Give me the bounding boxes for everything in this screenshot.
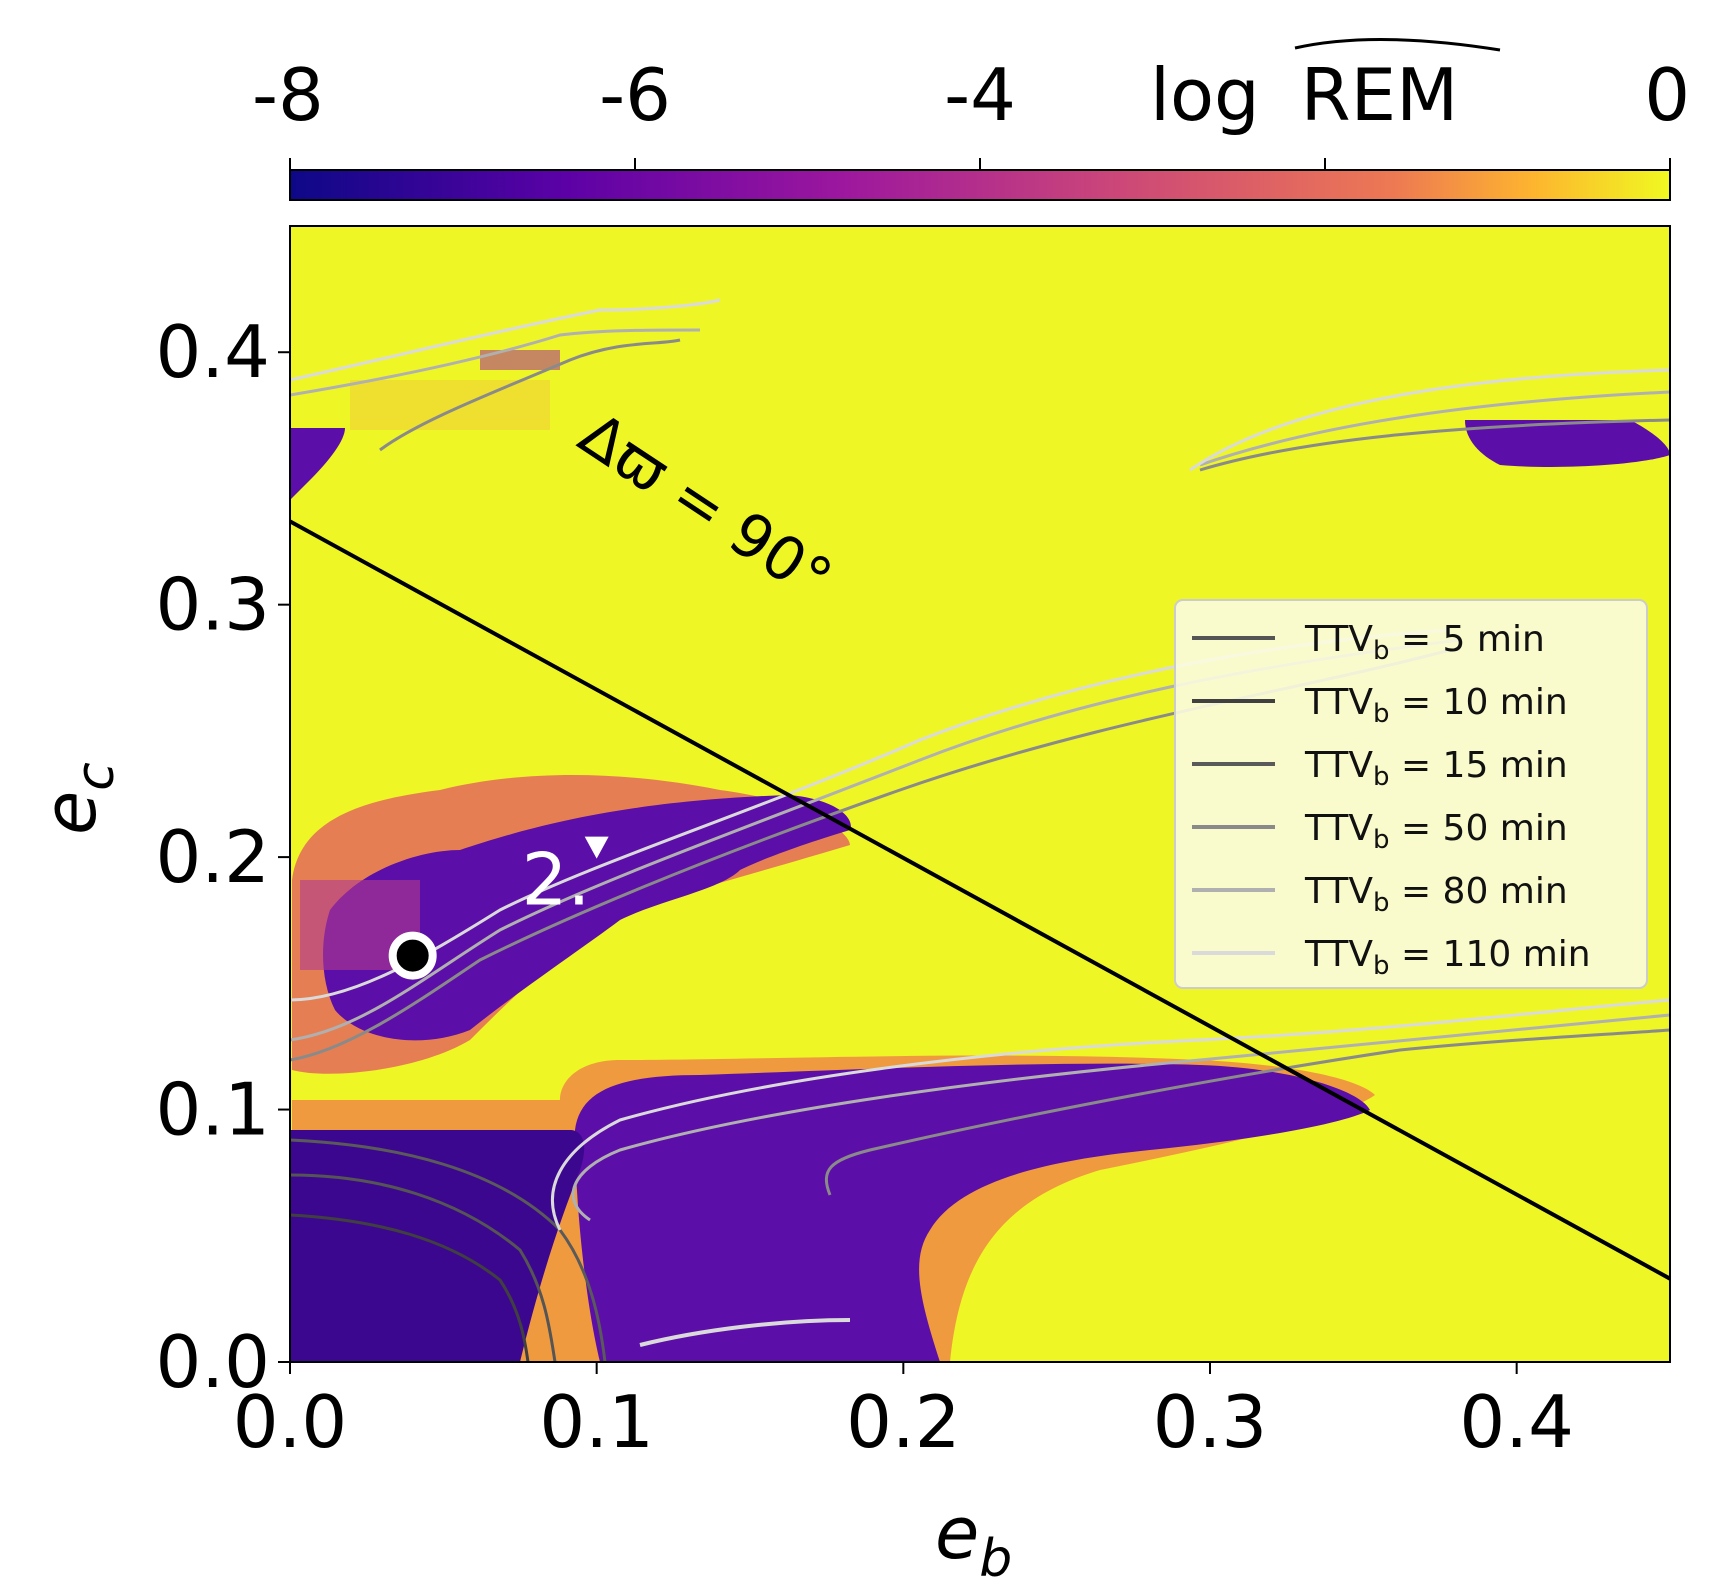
region-top-right (1465, 420, 1670, 467)
delta-varpi-line (290, 519, 1670, 1281)
y-axis-ticks: 0.0 0.1 0.2 0.3 0.4 (155, 310, 290, 1404)
marker-circle (388, 931, 437, 980)
contour-80min-c (290, 328, 701, 397)
contour-110min-c (290, 298, 721, 382)
y-axis-label-main: e (28, 791, 112, 835)
colorbar-tick-label: -4 (944, 53, 1016, 137)
markers: 2. (388, 836, 609, 980)
x-tick-label: 0.1 (539, 1380, 654, 1464)
contour-110min-e (639, 1318, 851, 1347)
marker-triangle (584, 836, 609, 859)
x-axis-label-sub: b (979, 1529, 1012, 1589)
legend: TTVb = 5 min TTVb = 10 min TTVb = 15 min TT… (1174, 599, 1648, 989)
legend-entry-label: TTVb = 110 min (1304, 934, 1591, 981)
contour-15min (290, 1138, 607, 1362)
x-axis-label: eb (935, 1491, 1012, 1589)
y-axis-label: ec (28, 762, 126, 835)
legend-entries: TTVb = 5 min TTVb = 10 min TTVb = 15 min TT… (1192, 619, 1591, 981)
legend-entry-label: TTVb = 50 min (1304, 808, 1568, 855)
plot-frame (289, 225, 1671, 1363)
x-tick-label: 0.2 (846, 1380, 961, 1464)
x-axis-ticks: 0.0 0.1 0.2 0.3 0.4 (233, 1362, 1574, 1464)
contour-50min-c (379, 338, 681, 452)
contour-50min-d (1199, 418, 1670, 472)
region-low-e (290, 1130, 585, 1362)
x-tick-label: 0.4 (1459, 1380, 1574, 1464)
marker-label: 2. (522, 838, 591, 922)
y-tick-label: 0.3 (155, 563, 270, 647)
legend-entry-label: TTVb = 15 min (1304, 745, 1568, 792)
speckle-dots (300, 350, 560, 970)
colorbar-gradient (289, 169, 1671, 201)
colorbar: -8 -6 -4 0 log REM (252, 37, 1690, 201)
contour-5min (290, 1173, 557, 1362)
x-axis-label-main: e (935, 1491, 979, 1575)
colorbar-label-hat (1294, 37, 1501, 52)
legend-entry-label: TTVb = 10 min (1304, 682, 1568, 729)
colorbar-ticks: -8 -6 -4 0 (252, 53, 1690, 170)
contour-80min-b (571, 1013, 1670, 1222)
legend-box (1174, 599, 1648, 989)
y-axis-label-sub: c (66, 762, 126, 791)
contour-110min-b (551, 998, 1670, 1231)
legend-entry-label: TTVb = 80 min (1304, 871, 1568, 918)
y-tick-label: 0.2 (155, 815, 270, 899)
x-tick-label: 0.0 (233, 1380, 348, 1464)
x-tick-label: 0.3 (1153, 1380, 1268, 1464)
legend-entry-label: TTVb = 5 min (1304, 619, 1545, 666)
colorbar-tick-label: -8 (252, 53, 324, 137)
y-tick-label: 0.1 (155, 1068, 270, 1152)
heatmap-regions (290, 298, 1670, 1362)
plot-area: Δϖ = 90° 2. 0.0 0.1 0.2 0.3 0.4 0.00.10.20.3… (28, 225, 1671, 1589)
region-lower-tongue (575, 1063, 1370, 1362)
y-tick-label: 0.0 (155, 1320, 270, 1404)
colorbar-label-main: REM (1301, 53, 1459, 137)
contour-10min (290, 1213, 530, 1362)
contour-110min-d (1189, 368, 1670, 472)
contour-80min-d (1199, 390, 1670, 467)
region-top-left (290, 428, 345, 500)
contour-50min-b (824, 1028, 1670, 1196)
colorbar-tick-label: 0 (1644, 53, 1690, 137)
colorbar-label-prefix: log (1150, 53, 1260, 137)
colorbar-label: log REM (1150, 53, 1458, 137)
colorbar-tick-label: -6 (599, 53, 671, 137)
y-tick-label: 0.4 (155, 310, 270, 394)
